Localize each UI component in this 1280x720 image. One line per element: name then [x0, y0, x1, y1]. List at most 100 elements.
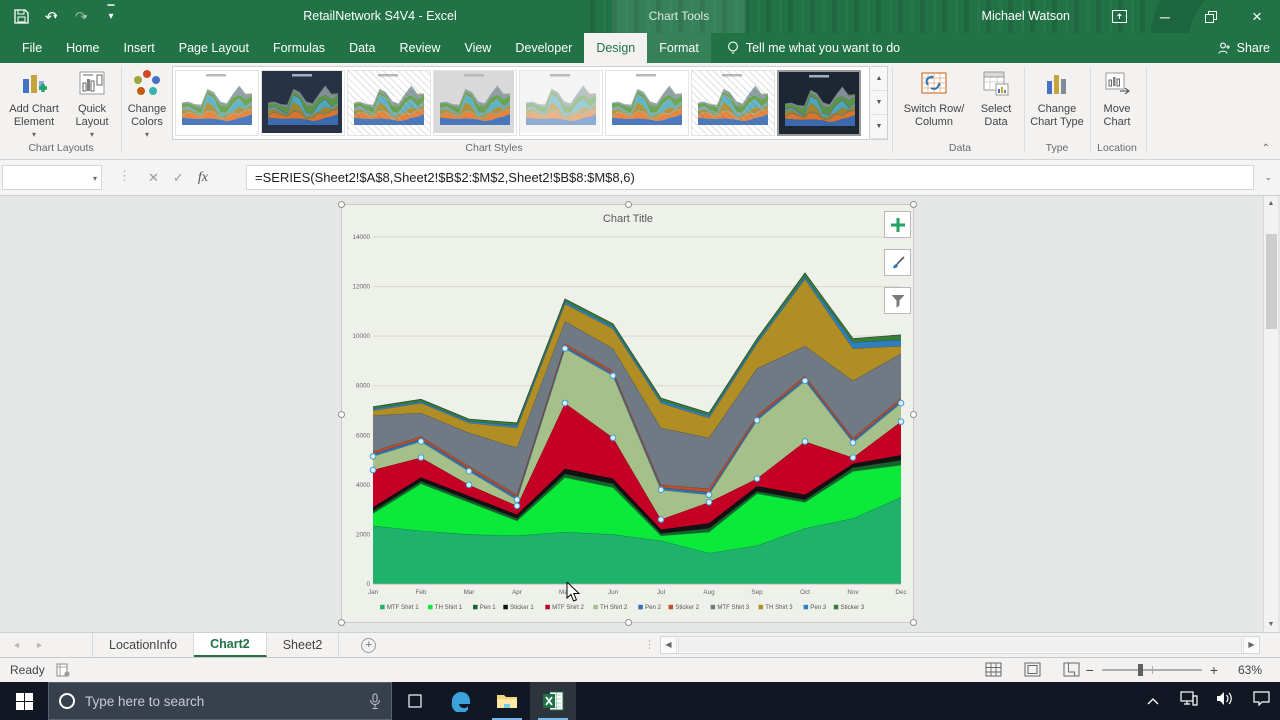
- scroll-left-icon[interactable]: ◀: [661, 637, 677, 653]
- chart-style-thumbnail-style-2[interactable]: [261, 70, 345, 136]
- insert-function-icon[interactable]: fx: [197, 169, 208, 185]
- start-button[interactable]: [0, 682, 48, 720]
- new-sheet-button[interactable]: +: [361, 633, 377, 657]
- enter-icon[interactable]: ✓: [172, 169, 184, 185]
- edge-button[interactable]: [438, 682, 484, 720]
- add-chart-element-button[interactable]: Add Chart Element ▾: [4, 67, 64, 139]
- gallery-scroll-up-icon[interactable]: ▲: [871, 67, 887, 91]
- sheet-nav-left-icon[interactable]: ◂: [14, 639, 20, 651]
- chart-style-thumbnail-style-1[interactable]: [175, 70, 259, 136]
- chart-style-thumbnail-style-6[interactable]: [605, 70, 689, 136]
- area-series-th-shirt-2[interactable]: [373, 348, 901, 520]
- horizontal-scrollbar[interactable]: ◀ ▶: [660, 636, 1260, 654]
- ribbon-tab-design[interactable]: Design: [584, 33, 648, 63]
- selection-handle[interactable]: [910, 201, 917, 208]
- expand-formula-bar-icon[interactable]: ⌄: [1264, 172, 1272, 182]
- ribbon-tab-view[interactable]: View: [464, 41, 492, 55]
- zoom-in-icon[interactable]: +: [1209, 662, 1218, 678]
- normal-view-icon[interactable]: [985, 662, 1002, 677]
- speaker-icon[interactable]: [1212, 691, 1238, 711]
- selected-point-marker[interactable]: [561, 345, 569, 352]
- page-break-view-icon[interactable]: [1063, 662, 1080, 677]
- tell-me-box[interactable]: Tell me what you want to do: [727, 33, 900, 63]
- selected-point-marker[interactable]: [417, 454, 425, 461]
- chart-filters-button[interactable]: [884, 287, 911, 314]
- quick-layout-button[interactable]: Quick Layout ▾: [66, 67, 118, 139]
- share-button[interactable]: Share: [1218, 33, 1270, 63]
- stacked-area-chart[interactable]: Chart Title 0 2000 4000 6000 8000 10000 12000 14…: [342, 205, 913, 622]
- ribbon-tab-page-layout[interactable]: Page Layout: [178, 41, 249, 55]
- selected-point-marker[interactable]: [849, 454, 857, 461]
- ribbon-tab-home[interactable]: Home: [66, 41, 100, 55]
- gallery-more-icon[interactable]: ▼: [871, 115, 887, 139]
- selected-point-marker[interactable]: [465, 481, 473, 489]
- change-chart-type-button[interactable]: Change Chart Type: [1028, 67, 1086, 129]
- ribbon-tab-format[interactable]: Format: [659, 41, 699, 55]
- excel-button[interactable]: [530, 682, 576, 720]
- selected-point-marker[interactable]: [657, 486, 665, 494]
- selected-point-marker[interactable]: [897, 418, 905, 425]
- chart-elements-button[interactable]: [884, 211, 911, 238]
- minimize-button[interactable]: ─: [1160, 8, 1170, 25]
- ribbon-tab-insert[interactable]: Insert: [123, 41, 155, 55]
- selection-handle[interactable]: [338, 411, 345, 418]
- ribbon-tab-review[interactable]: Review: [399, 41, 441, 55]
- select-data-button[interactable]: Select Data: [972, 67, 1020, 129]
- chart-styles-button[interactable]: [884, 249, 911, 276]
- ribbon-tab-file[interactable]: File: [22, 41, 43, 55]
- user-name[interactable]: Michael Watson: [981, 9, 1070, 23]
- area-series-th-shirt-1[interactable]: [373, 465, 901, 554]
- selected-point-marker[interactable]: [801, 377, 809, 385]
- selection-handle[interactable]: [338, 619, 345, 626]
- zoom-percentage[interactable]: 63%: [1237, 663, 1262, 677]
- formula-input[interactable]: =SERIES(Sheet2!$A$8,Sheet2!$B$2:$M$2,She…: [246, 165, 1254, 190]
- save-icon[interactable]: [8, 4, 34, 30]
- gallery-scroll-down-icon[interactable]: ▼: [871, 91, 887, 115]
- task-view-button[interactable]: [392, 682, 438, 720]
- selected-point-marker[interactable]: [561, 399, 569, 407]
- undo-dropdown-arrow[interactable]: ▾: [53, 12, 58, 21]
- cancel-icon[interactable]: ✕: [148, 169, 159, 185]
- restore-button[interactable]: [1188, 0, 1234, 33]
- horizontal-scroll-thumb[interactable]: [678, 638, 1242, 652]
- zoom-slider[interactable]: [1101, 664, 1202, 676]
- taskbar-search[interactable]: Type here to search: [48, 682, 392, 720]
- customize-qat-icon[interactable]: ▾ ▔: [107, 5, 115, 22]
- sheet-tab-locationinfo[interactable]: LocationInfo: [92, 633, 195, 657]
- selected-point-marker[interactable]: [369, 453, 377, 460]
- area-series-mtf-shirt-1[interactable]: [373, 497, 901, 584]
- selected-point-marker[interactable]: [849, 439, 857, 447]
- scroll-up-icon[interactable]: ▲: [1267, 200, 1275, 207]
- scroll-down-icon[interactable]: ▼: [1267, 621, 1275, 628]
- ribbon-tab-formulas[interactable]: Formulas: [272, 41, 326, 55]
- selected-point-marker[interactable]: [609, 434, 617, 442]
- ribbon-display-options-icon[interactable]: [1096, 0, 1142, 33]
- selected-point-marker[interactable]: [417, 438, 425, 445]
- chart-style-thumbnail-style-8[interactable]: [777, 70, 861, 136]
- chart-style-thumbnail-style-5[interactable]: [519, 70, 603, 136]
- file-explorer-button[interactable]: [484, 682, 530, 720]
- selected-point-marker[interactable]: [897, 399, 905, 407]
- chart-object[interactable]: Chart Title 0 2000 4000 6000 8000 10000 12000 14…: [338, 201, 917, 626]
- selected-point-marker[interactable]: [753, 475, 761, 482]
- change-colors-button[interactable]: Change Colors ▾: [124, 67, 170, 139]
- formula-bar-splitter[interactable]: ⋮: [118, 168, 131, 183]
- hidden-icons-chevron[interactable]: [1140, 692, 1166, 710]
- selected-point-marker[interactable]: [465, 467, 473, 475]
- vertical-scrollbar[interactable]: ▲ ▼: [1263, 196, 1278, 632]
- sheet-tab-chart2[interactable]: Chart2: [194, 633, 267, 657]
- selected-point-marker[interactable]: [369, 466, 377, 474]
- area-series-mtf-shirt-2[interactable]: [373, 403, 901, 530]
- selected-point-marker[interactable]: [705, 491, 713, 499]
- area-series-sticker-1[interactable]: [373, 455, 901, 534]
- close-button[interactable]: ×: [1252, 6, 1262, 26]
- microphone-icon[interactable]: [369, 693, 381, 710]
- selection-handle[interactable]: [625, 619, 632, 626]
- chart-style-thumbnail-style-3[interactable]: [347, 70, 431, 136]
- selection-handle[interactable]: [338, 201, 345, 208]
- chart-style-thumbnail-style-4[interactable]: [433, 70, 517, 136]
- zoom-out-icon[interactable]: −: [1085, 662, 1094, 678]
- vertical-scroll-thumb[interactable]: [1266, 234, 1277, 329]
- sheet-nav-right-icon[interactable]: ▸: [37, 639, 43, 651]
- selected-point-marker[interactable]: [753, 417, 761, 424]
